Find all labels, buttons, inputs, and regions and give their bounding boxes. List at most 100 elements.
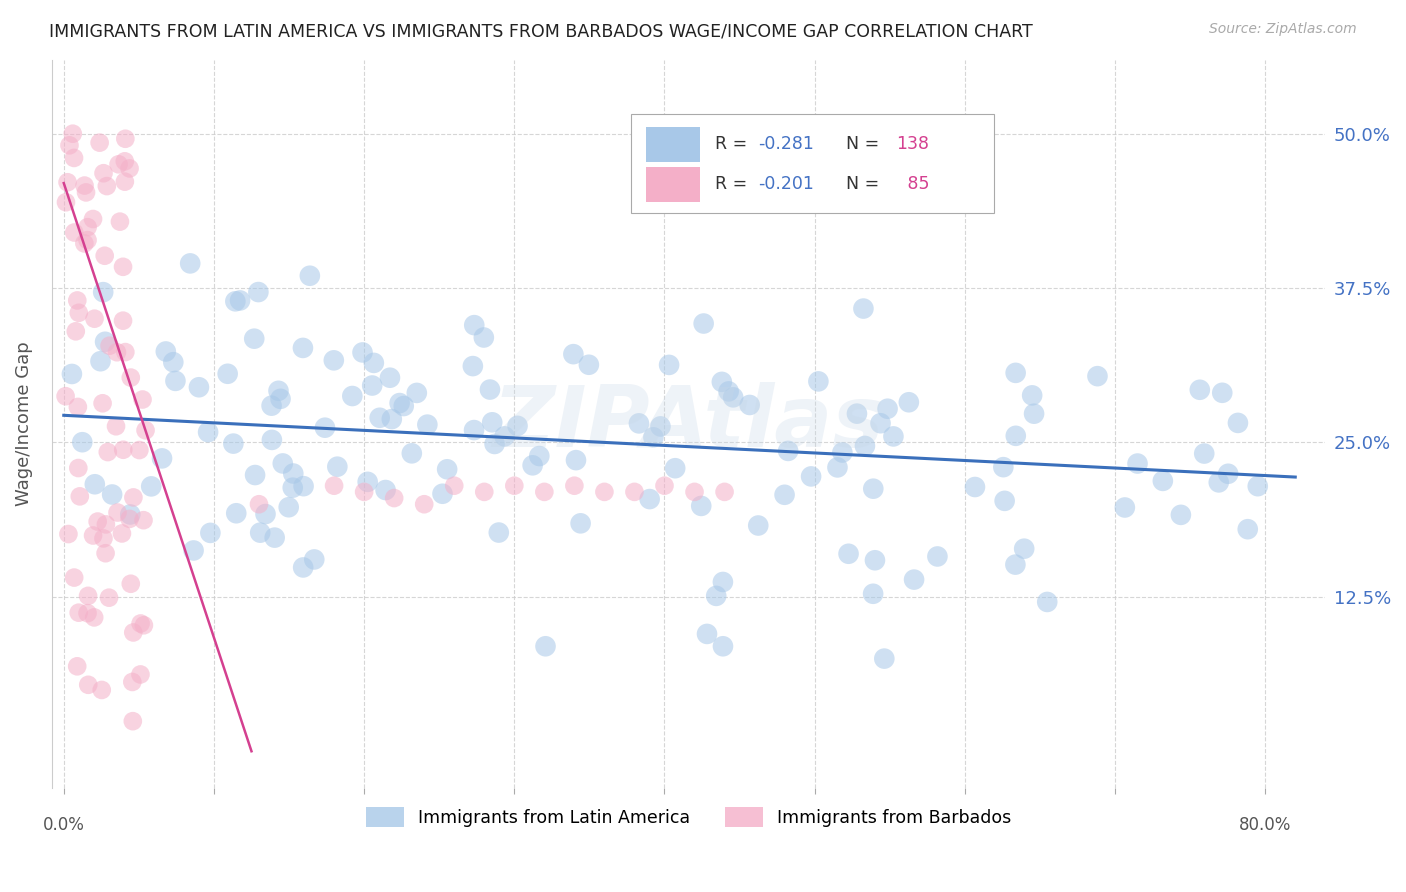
- Point: [72, 435, 94, 450]
- FancyBboxPatch shape: [647, 167, 700, 202]
- Point: [1152, 474, 1174, 488]
- Point: [67, 306, 90, 320]
- Point: [298, 268, 321, 283]
- Point: [853, 439, 876, 453]
- Point: [643, 430, 665, 444]
- Point: [463, 318, 485, 333]
- Point: [658, 358, 681, 372]
- Point: [713, 484, 735, 499]
- Point: [326, 459, 349, 474]
- Point: [562, 347, 585, 361]
- Point: [132, 618, 155, 632]
- Point: [1226, 416, 1249, 430]
- Point: [1188, 383, 1211, 397]
- Point: [86, 515, 108, 529]
- Point: [353, 484, 375, 499]
- Point: [120, 576, 142, 591]
- Point: [1211, 385, 1233, 400]
- Point: [484, 437, 506, 451]
- Point: [593, 484, 616, 499]
- Point: [94, 517, 117, 532]
- Point: [472, 484, 495, 499]
- FancyBboxPatch shape: [631, 114, 994, 212]
- Point: [534, 640, 557, 654]
- Point: [112, 313, 135, 327]
- Point: [114, 154, 136, 169]
- Point: [481, 415, 503, 429]
- Point: [67, 461, 90, 475]
- Point: [69, 489, 91, 503]
- Y-axis label: Wage/Income Gap: Wage/Income Gap: [15, 342, 32, 507]
- Point: [243, 332, 266, 346]
- Point: [128, 443, 150, 458]
- Point: [578, 358, 600, 372]
- Point: [778, 443, 800, 458]
- Text: N =: N =: [835, 175, 884, 194]
- Point: [363, 356, 385, 370]
- Text: -0.201: -0.201: [759, 175, 814, 194]
- Point: [63, 226, 86, 240]
- Point: [696, 627, 718, 641]
- Point: [401, 446, 423, 460]
- Point: [378, 370, 401, 384]
- Point: [93, 166, 115, 180]
- Point: [141, 479, 163, 493]
- Point: [281, 481, 304, 495]
- Point: [200, 525, 222, 540]
- Point: [1004, 558, 1026, 572]
- Point: [82, 212, 104, 227]
- Point: [118, 161, 141, 176]
- Point: [229, 293, 252, 308]
- Point: [863, 553, 886, 567]
- Point: [60, 367, 83, 381]
- Point: [65, 324, 87, 338]
- Point: [1192, 446, 1215, 460]
- Point: [155, 344, 177, 359]
- Point: [101, 487, 124, 501]
- Point: [83, 610, 105, 624]
- Point: [243, 468, 266, 483]
- Point: [627, 417, 650, 431]
- Point: [94, 546, 117, 560]
- Point: [62, 127, 84, 141]
- Point: [114, 175, 136, 189]
- Point: [711, 574, 734, 589]
- Point: [120, 370, 142, 384]
- Point: [58, 138, 80, 153]
- Text: IMMIGRANTS FROM LATIN AMERICA VS IMMIGRANTS FROM BARBADOS WAGE/INCOME GAP CORREL: IMMIGRANTS FROM LATIN AMERICA VS IMMIGRA…: [49, 22, 1033, 40]
- Point: [533, 484, 555, 499]
- Point: [852, 301, 875, 316]
- Point: [1012, 541, 1035, 556]
- Point: [1236, 522, 1258, 536]
- Point: [118, 512, 141, 526]
- Point: [77, 678, 100, 692]
- Point: [217, 367, 239, 381]
- Point: [263, 531, 285, 545]
- Point: [75, 186, 97, 200]
- Point: [129, 616, 152, 631]
- Point: [55, 389, 77, 403]
- Point: [107, 157, 129, 171]
- Point: [260, 433, 283, 447]
- Point: [927, 549, 949, 564]
- Point: [710, 375, 733, 389]
- Point: [121, 675, 143, 690]
- Point: [405, 385, 427, 400]
- Point: [361, 378, 384, 392]
- Point: [1036, 595, 1059, 609]
- Point: [1087, 369, 1109, 384]
- Point: [903, 573, 925, 587]
- Point: [1126, 457, 1149, 471]
- Point: [105, 345, 128, 359]
- Point: [831, 445, 853, 459]
- Point: [292, 560, 315, 574]
- Point: [1208, 475, 1230, 490]
- Point: [121, 714, 143, 728]
- Point: [873, 651, 896, 665]
- Text: 85: 85: [903, 175, 929, 194]
- Point: [876, 401, 898, 416]
- Point: [247, 497, 270, 511]
- Point: [120, 508, 142, 522]
- Point: [436, 462, 458, 476]
- Point: [352, 345, 374, 359]
